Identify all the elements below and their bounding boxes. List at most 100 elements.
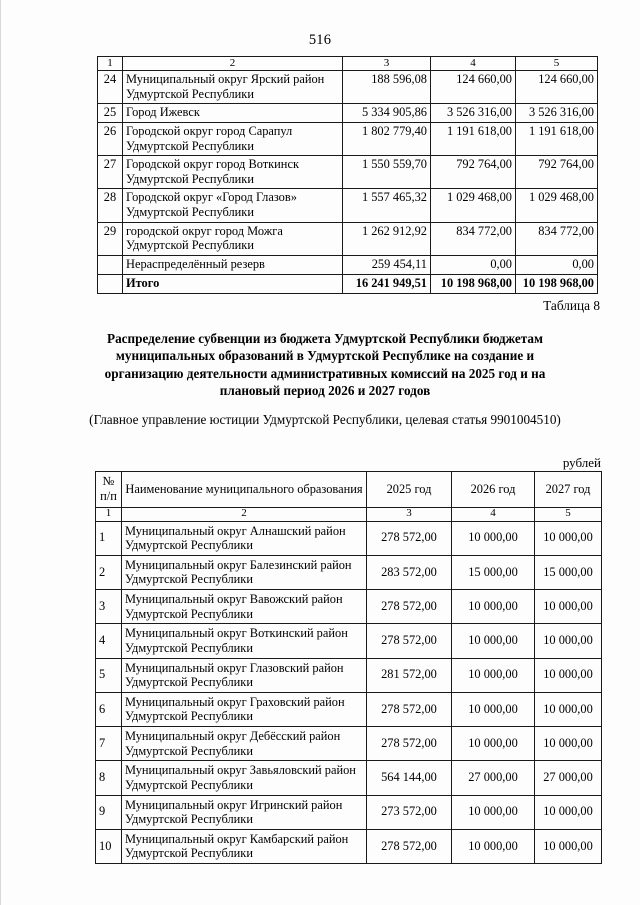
value-2025: 283 572,00 xyxy=(366,554,452,591)
value-2025: 1 557 465,32 xyxy=(342,188,431,223)
value-2025: 278 572,00 xyxy=(366,589,452,625)
header-municipality-name: Наименование муниципального образования xyxy=(121,471,367,508)
value-2025: 188 596,08 xyxy=(342,70,431,105)
row-number: 10 xyxy=(95,828,122,865)
value-2026: 10 000,00 xyxy=(451,726,535,762)
value-2026: 10 000,00 xyxy=(451,589,535,625)
value-2026: 10 000,00 xyxy=(451,828,535,865)
document-title: Распределение субвенции из бюджета Удмур… xyxy=(104,331,546,399)
column-index-4: 4 xyxy=(430,55,516,72)
row-number: 24 xyxy=(97,70,123,105)
municipality-name: Городской округ «Город Глазов» Удмуртско… xyxy=(122,188,343,223)
value-2027: 124 660,00 xyxy=(515,70,598,105)
value-2027: 10 000,00 xyxy=(534,691,602,728)
value-2027: 10 000,00 xyxy=(534,520,602,556)
municipality-name: Город Ижевск xyxy=(122,103,343,123)
row-number: 9 xyxy=(95,794,122,830)
header-number: № п/п xyxy=(95,471,122,508)
municipality-name: Нераспределённый резерв xyxy=(122,254,343,275)
value-2026: 27 000,00 xyxy=(451,760,535,796)
municipality-name: Муниципальный округ Игринский район Удму… xyxy=(121,794,367,830)
table-row: 28 Городской округ «Город Глазов» Удмуртс… xyxy=(97,188,598,223)
table-total-row: Итого 16 241 949,51 10 198 968,00 10 198 96… xyxy=(97,273,598,294)
value-2026: 15 000,00 xyxy=(451,554,535,591)
value-2026: 0,00 xyxy=(430,254,516,275)
table-row: Нераспределённый резерв 259 454,11 0,00 0,0… xyxy=(97,254,598,275)
row-number: 4 xyxy=(95,623,122,659)
table-subvention-distribution: № п/п Наименование муниципального образова… xyxy=(95,471,602,865)
table-row: 25 Город Ижевск 5 334 905,86 3 526 316,00 3 … xyxy=(97,103,598,123)
table-row: 2 Муниципальный округ Балезинский район У… xyxy=(95,554,602,591)
value-2027: 15 000,00 xyxy=(534,554,602,591)
column-index-2: 2 xyxy=(121,507,367,522)
column-index-1: 1 xyxy=(95,507,122,522)
table-number-label: Таблица 8 xyxy=(543,298,600,313)
value-2025: 1 262 912,92 xyxy=(342,221,431,256)
scan-edge xyxy=(0,0,1,905)
column-index-3: 3 xyxy=(366,507,452,522)
value-2027: 10 000,00 xyxy=(534,589,602,625)
value-2025: 278 572,00 xyxy=(366,520,452,556)
header-2026: 2026 год xyxy=(451,471,535,508)
municipality-name: Муниципальный округ Камбарский район Удм… xyxy=(121,828,367,865)
value-2026: 10 000,00 xyxy=(451,657,535,693)
value-2026: 1 029 468,00 xyxy=(430,188,516,223)
row-number: 27 xyxy=(97,155,123,190)
row-number: 5 xyxy=(95,657,122,693)
column-index-3: 3 xyxy=(342,55,431,72)
table-row: 10 Муниципальный округ Камбарский район У… xyxy=(95,828,602,865)
municipality-name: Муниципальный округ Дебёсский район Удму… xyxy=(121,726,367,762)
row-number: 29 xyxy=(97,221,123,256)
value-2027: 10 000,00 xyxy=(534,623,602,659)
units-label: рублей xyxy=(562,455,601,470)
row-number: 8 xyxy=(95,760,122,796)
total-label: Итого xyxy=(122,273,343,294)
value-2025: 278 572,00 xyxy=(366,623,452,659)
table-row: 27 Городской округ город Воткинск Удмуртс… xyxy=(97,155,598,190)
header-2025: 2025 год xyxy=(366,471,452,508)
column-index-4: 4 xyxy=(451,507,535,522)
row-number: 6 xyxy=(95,691,122,728)
row-number: 25 xyxy=(97,103,123,123)
municipality-name: Муниципальный округ Ярский район Удмуртс… xyxy=(122,70,343,105)
value-2025: 5 334 905,86 xyxy=(342,103,431,123)
municipality-name: Муниципальный округ Вавожский район Удму… xyxy=(121,589,367,625)
value-2027: 834 772,00 xyxy=(515,221,598,256)
row-number: 28 xyxy=(97,188,123,223)
table-row: 5 Муниципальный округ Глазовский район Уд… xyxy=(95,657,602,693)
header-2027: 2027 год xyxy=(534,471,602,508)
value-2027: 27 000,00 xyxy=(534,760,602,796)
value-2025: 278 572,00 xyxy=(366,691,452,728)
municipality-name: Муниципальный округ Глазовский район Удм… xyxy=(121,657,367,693)
value-2026: 10 000,00 xyxy=(451,623,535,659)
table-row: 1 Муниципальный округ Алнашский район Удм… xyxy=(95,520,602,556)
value-2026: 10 000,00 xyxy=(451,520,535,556)
value-2027: 1 191 618,00 xyxy=(515,121,598,157)
value-2025: 278 572,00 xyxy=(366,726,452,762)
value-2025: 281 572,00 xyxy=(366,657,452,693)
value-2027: 10 000,00 xyxy=(534,726,602,762)
column-index-1: 1 xyxy=(97,55,123,72)
row-number: 1 xyxy=(95,520,122,556)
table-header-row: № п/п Наименование муниципального образова… xyxy=(95,471,602,508)
municipality-name: городской округ город Можга Удмуртской Р… xyxy=(122,221,343,256)
total-2027: 10 198 968,00 xyxy=(515,273,598,294)
value-2025: 564 144,00 xyxy=(366,760,452,796)
table-distribution-continued: 1 2 3 4 5 24 Муниципальный округ Ярский район … xyxy=(97,55,598,294)
value-2027: 10 000,00 xyxy=(534,794,602,830)
table-row: 24 Муниципальный округ Ярский район Удмур… xyxy=(97,70,598,105)
value-2027: 10 000,00 xyxy=(534,828,602,865)
value-2025: 1 550 559,70 xyxy=(342,155,431,190)
document-subtitle: (Главное управление юстиции Удмуртской Р… xyxy=(89,412,561,427)
total-row-number xyxy=(97,273,123,294)
row-number: 7 xyxy=(95,726,122,762)
table-row: 26 Городской округ город Сарапул Удмуртск… xyxy=(97,121,598,157)
value-2027: 3 526 316,00 xyxy=(515,103,598,123)
table-row: 3 Муниципальный округ Вавожский район Удм… xyxy=(95,589,602,625)
row-number: 2 xyxy=(95,554,122,591)
column-index-5: 5 xyxy=(534,507,602,522)
municipality-name: Муниципальный округ Алнашский район Удму… xyxy=(121,520,367,556)
value-2026: 10 000,00 xyxy=(451,794,535,830)
table-row: 7 Муниципальный округ Дебёсский район Удм… xyxy=(95,726,602,762)
